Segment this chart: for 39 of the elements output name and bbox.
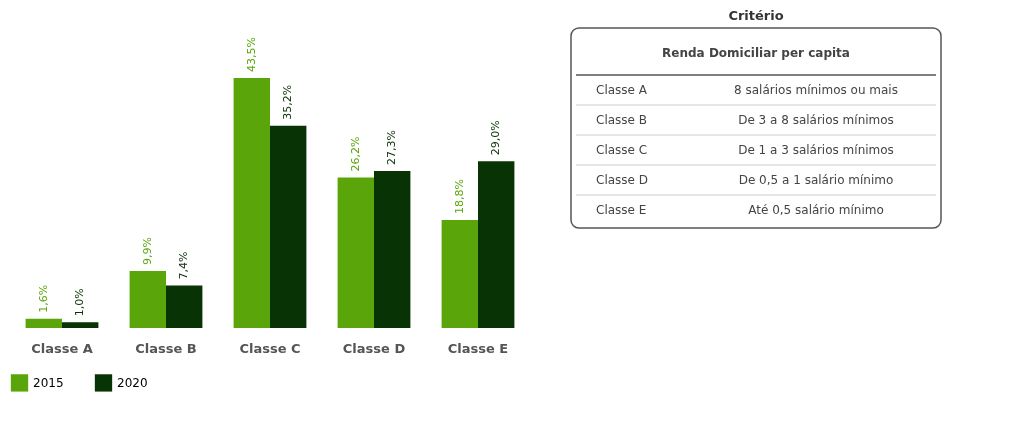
x-tick-label: Classe C <box>239 340 301 356</box>
text: De 1 a 3 salários mínimos <box>738 143 894 157</box>
bar <box>441 219 478 328</box>
x-tick-label: Classe A <box>31 340 93 356</box>
legend-label: 2020 <box>117 375 148 390</box>
text: 8 salários mínimos ou mais <box>734 83 898 97</box>
bar <box>337 177 374 328</box>
bar <box>478 161 515 328</box>
category-label: Classe B <box>596 113 647 127</box>
text: De 3 a 8 salários mínimos <box>738 113 894 127</box>
text: Critério <box>728 8 784 24</box>
category-label: Classe A <box>596 83 648 97</box>
data-label: 9,9% <box>140 237 154 266</box>
bar <box>233 78 270 328</box>
data-label: 43,5% <box>244 37 258 72</box>
data-label: 18,8% <box>452 179 466 214</box>
bar <box>62 322 99 328</box>
bar <box>270 125 307 328</box>
category-label: Classe D <box>596 173 649 187</box>
bar <box>25 318 62 328</box>
category-label: Classe E <box>596 203 647 217</box>
bar <box>166 285 203 328</box>
data-label: 1,0% <box>73 288 87 317</box>
data-label: 29,0% <box>489 120 503 156</box>
text: De 0,5 a 1 salário mínimo <box>738 173 894 187</box>
data-label: 35,2% <box>281 84 295 120</box>
category-label: Classe C <box>596 143 648 157</box>
data-label: 27,3% <box>385 130 399 166</box>
data-label: 7,4% <box>177 251 191 280</box>
x-tick-label: Classe B <box>135 340 197 356</box>
text: Até 0,5 salário mínimo <box>748 203 884 217</box>
bar <box>129 271 166 328</box>
bar <box>374 171 411 328</box>
text: Renda Domiciliar per capita <box>662 46 850 60</box>
legend-label: 2015 <box>33 375 64 390</box>
data-label: 1,6% <box>36 284 50 313</box>
x-tick-label: Classe D <box>342 340 406 356</box>
data-label: 26,2% <box>348 136 362 172</box>
x-tick-label: Classe E <box>447 340 509 356</box>
